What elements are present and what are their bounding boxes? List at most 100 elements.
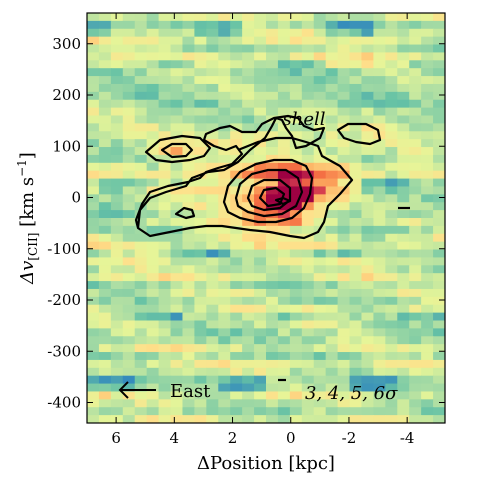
- heatmap-cell: [385, 170, 398, 180]
- heatmap-cell: [301, 328, 315, 337]
- heatmap-cell: [134, 288, 148, 298]
- heatmap-cell: [158, 76, 172, 85]
- heatmap-cell: [289, 52, 303, 61]
- heatmap-cell: [182, 359, 195, 369]
- heatmap-cell: [182, 312, 195, 322]
- heatmap-cell: [182, 218, 195, 227]
- heatmap-cell: [325, 399, 339, 408]
- heatmap-cell: [122, 281, 136, 290]
- heatmap-cell: [325, 44, 339, 54]
- heatmap-cell: [277, 107, 291, 117]
- heatmap-cell: [373, 304, 386, 314]
- heatmap-cell: [266, 336, 279, 345]
- heatmap-cell: [242, 399, 255, 408]
- heatmap-cell: [98, 359, 112, 369]
- heatmap-cell: [206, 123, 219, 132]
- heatmap-cell: [421, 68, 434, 77]
- heatmap-cell: [206, 202, 219, 211]
- heatmap-cell: [409, 336, 422, 345]
- heatmap-cell: [170, 328, 184, 337]
- heatmap-cell: [87, 76, 100, 85]
- heatmap-cell: [361, 233, 374, 243]
- heatmap-cell: [182, 123, 195, 132]
- heatmap-cell: [182, 170, 195, 180]
- heatmap-cell: [134, 383, 148, 393]
- heatmap-cell: [230, 281, 243, 290]
- heatmap-cell: [254, 162, 267, 172]
- heatmap-cell: [134, 320, 148, 329]
- heatmap-cell: [301, 99, 315, 109]
- heatmap-cell: [313, 170, 327, 180]
- heatmap-cell: [98, 344, 112, 353]
- east-label: East: [170, 381, 211, 402]
- heatmap-cell: [277, 312, 291, 322]
- heatmap-cell: [421, 170, 434, 180]
- heatmap-cell: [301, 391, 315, 400]
- heatmap-cell: [266, 265, 279, 274]
- heatmap-cell: [349, 225, 363, 235]
- heatmap-cell: [122, 344, 136, 353]
- heatmap-cell: [349, 147, 363, 156]
- heatmap-cell: [266, 352, 279, 361]
- heatmap-cell: [242, 273, 255, 282]
- heatmap-cell: [313, 60, 327, 69]
- heatmap-cell: [289, 304, 303, 314]
- heatmap-cell: [170, 304, 184, 314]
- heatmap-cell: [385, 13, 398, 22]
- heatmap-cell: [242, 352, 255, 361]
- heatmap-cell: [409, 115, 422, 124]
- heatmap-cell: [361, 352, 374, 361]
- heatmap-cell: [373, 60, 386, 69]
- heatmap-cell: [218, 28, 231, 38]
- heatmap-cell: [421, 304, 434, 314]
- heatmap-cell: [385, 225, 398, 235]
- heatmap-cell: [337, 60, 351, 69]
- heatmap-cell: [110, 13, 124, 22]
- heatmap-cell: [110, 154, 124, 164]
- heatmap-cell: [421, 265, 434, 274]
- heatmap-cell: [373, 288, 386, 298]
- heatmap-cell: [98, 139, 112, 148]
- heatmap-cell: [421, 91, 434, 101]
- heatmap-cell: [134, 218, 148, 227]
- heatmap-cell: [170, 407, 184, 416]
- heatmap-cell: [289, 83, 303, 93]
- heatmap-cell: [242, 233, 255, 243]
- heatmap-cell: [277, 257, 291, 266]
- heatmap-cell: [218, 312, 231, 322]
- heatmap-cell: [433, 44, 445, 54]
- heatmap-cell: [409, 91, 422, 101]
- heatmap-cell: [254, 241, 267, 251]
- heatmap-cell: [98, 76, 112, 85]
- heatmap-cell: [206, 115, 219, 124]
- heatmap-cell: [301, 225, 315, 235]
- heatmap-cell: [134, 352, 148, 361]
- heatmap-cell: [433, 210, 445, 219]
- heatmap-cell: [289, 147, 303, 156]
- heatmap-cell: [373, 359, 386, 369]
- heatmap-cell: [122, 320, 136, 329]
- heatmap-cell: [254, 233, 267, 243]
- heatmap-cell: [433, 115, 445, 124]
- contour-6sigma-outer: [246, 178, 292, 212]
- heatmap-cell: [194, 131, 207, 140]
- heatmap-cell: [206, 273, 219, 282]
- heatmap-cell: [206, 257, 219, 266]
- heatmap-cell: [182, 399, 195, 408]
- heatmap-cell: [134, 367, 148, 377]
- heatmap-cell: [397, 415, 410, 423]
- heatmap-cell: [146, 20, 160, 30]
- heatmap-cell: [361, 265, 374, 274]
- heatmap-cell: [98, 68, 112, 77]
- heatmap-cell: [313, 399, 327, 408]
- heatmap-cell: [433, 162, 445, 172]
- heatmap-cell: [313, 265, 327, 274]
- heatmap-cell: [194, 415, 207, 423]
- heatmap-cell: [277, 147, 291, 156]
- heatmap-cell: [194, 202, 207, 211]
- heatmap-cell: [313, 115, 327, 124]
- heatmap-cell: [277, 415, 291, 423]
- heatmap-cell: [242, 375, 255, 385]
- heatmap-cell: [409, 257, 422, 266]
- heatmap-cell: [409, 186, 422, 195]
